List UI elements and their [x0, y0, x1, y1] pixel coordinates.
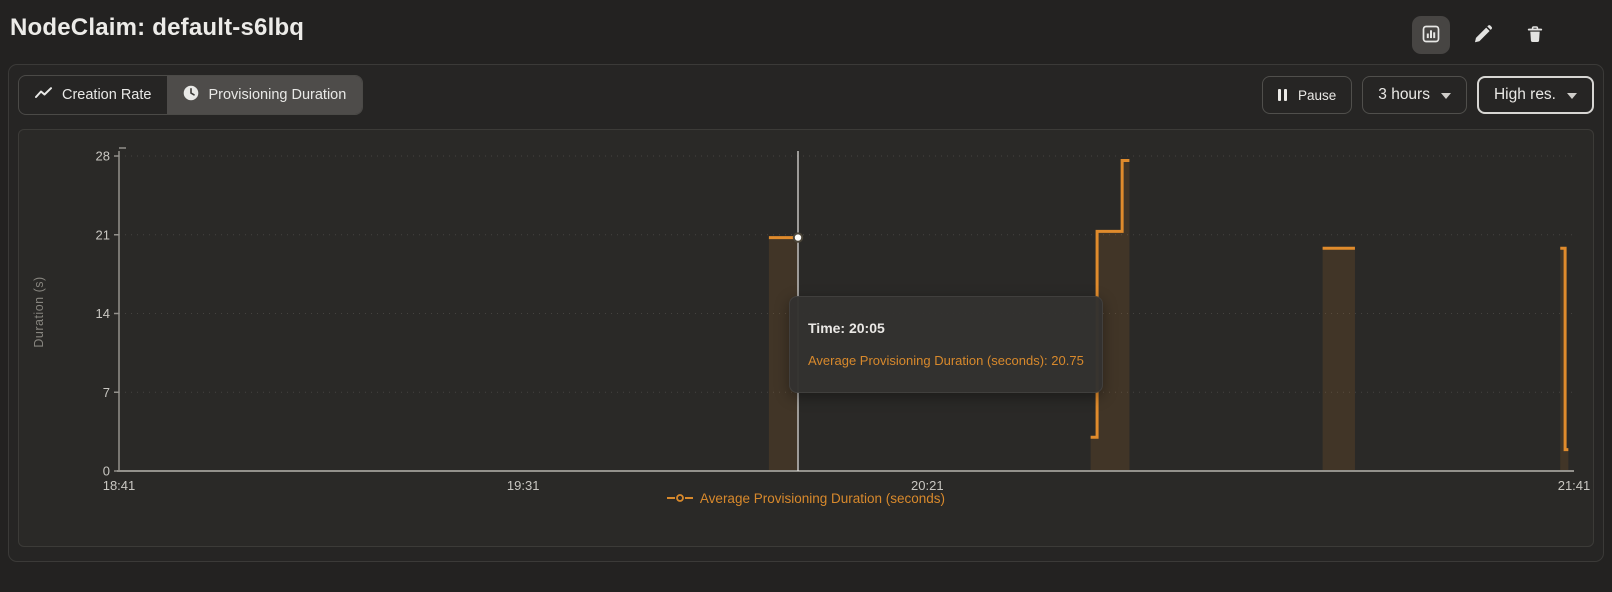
resolution-value: High res.	[1493, 86, 1556, 103]
toolbar: Creation Rate Provisioning Duration Paus…	[18, 75, 1594, 115]
svg-text:18:41: 18:41	[103, 478, 136, 493]
chevron-down-icon	[1567, 93, 1577, 99]
hover-point-marker	[792, 232, 804, 243]
svg-text:19:31: 19:31	[507, 478, 540, 493]
toolbar-right: Pause 3 hours High res.	[1261, 76, 1594, 114]
chart-tooltip: Time: 20:05 Average Provisioning Duratio…	[789, 296, 1103, 393]
edit-button[interactable]	[1464, 16, 1502, 54]
header-actions	[1412, 16, 1554, 54]
chart-container[interactable]: 0 7 14 21 28 18:41 19:31 20:21 21:41 Duration (s)…	[18, 129, 1594, 547]
series-line	[768, 159, 1569, 452]
svg-text:7: 7	[103, 385, 110, 400]
series-area	[768, 160, 1569, 471]
chevron-down-icon	[1440, 93, 1451, 99]
bar-chart-icon	[1421, 24, 1441, 47]
tooltip-value: Average Provisioning Duration (seconds):…	[808, 353, 1084, 368]
time-range-select[interactable]: 3 hours	[1362, 76, 1467, 114]
clock-icon	[183, 85, 199, 105]
svg-text:14: 14	[96, 306, 110, 321]
legend-marker-icon	[666, 491, 693, 506]
header: NodeClaim: default-s6lbq	[0, 0, 1612, 64]
page-title: NodeClaim: default-s6lbq	[10, 14, 305, 41]
tab-label: Creation Rate	[62, 87, 152, 103]
time-range-value: 3 hours	[1378, 86, 1430, 103]
chart-view-button[interactable]	[1412, 16, 1450, 54]
tab-creation-rate[interactable]: Creation Rate	[19, 76, 167, 114]
svg-text:21: 21	[96, 227, 110, 242]
pause-label: Pause	[1297, 87, 1337, 103]
resolution-select[interactable]: High res.	[1476, 76, 1594, 114]
duration-chart[interactable]: 0 7 14 21 28 18:41 19:31 20:21 21:41 Duration (s)	[19, 130, 1591, 498]
y-gridlines	[119, 155, 1574, 393]
chart-legend[interactable]: Average Provisioning Duration (seconds)	[19, 491, 1593, 506]
delete-button[interactable]	[1516, 16, 1554, 54]
svg-text:28: 28	[96, 149, 110, 164]
pencil-icon	[1472, 23, 1494, 48]
x-axis-labels: 18:41 19:31 20:21 21:41	[103, 478, 1591, 493]
svg-text:20:21: 20:21	[911, 478, 944, 493]
svg-text:0: 0	[103, 464, 110, 479]
y-axis-labels: 0 7 14 21 28	[96, 147, 126, 479]
tab-label: Provisioning Duration	[208, 87, 347, 103]
svg-text:21:41: 21:41	[1558, 478, 1591, 493]
pause-button[interactable]: Pause	[1261, 76, 1353, 114]
pause-icon	[1277, 89, 1287, 101]
trend-line-icon	[35, 86, 53, 104]
metrics-panel: Creation Rate Provisioning Duration Paus…	[8, 64, 1604, 562]
legend-label: Average Provisioning Duration (seconds)	[699, 491, 946, 506]
trash-icon	[1525, 24, 1545, 47]
tooltip-time: Time: 20:05	[808, 320, 885, 336]
tab-provisioning-duration[interactable]: Provisioning Duration	[167, 76, 363, 114]
y-axis-title: Duration (s)	[32, 276, 46, 347]
tab-group: Creation Rate Provisioning Duration	[18, 75, 364, 115]
